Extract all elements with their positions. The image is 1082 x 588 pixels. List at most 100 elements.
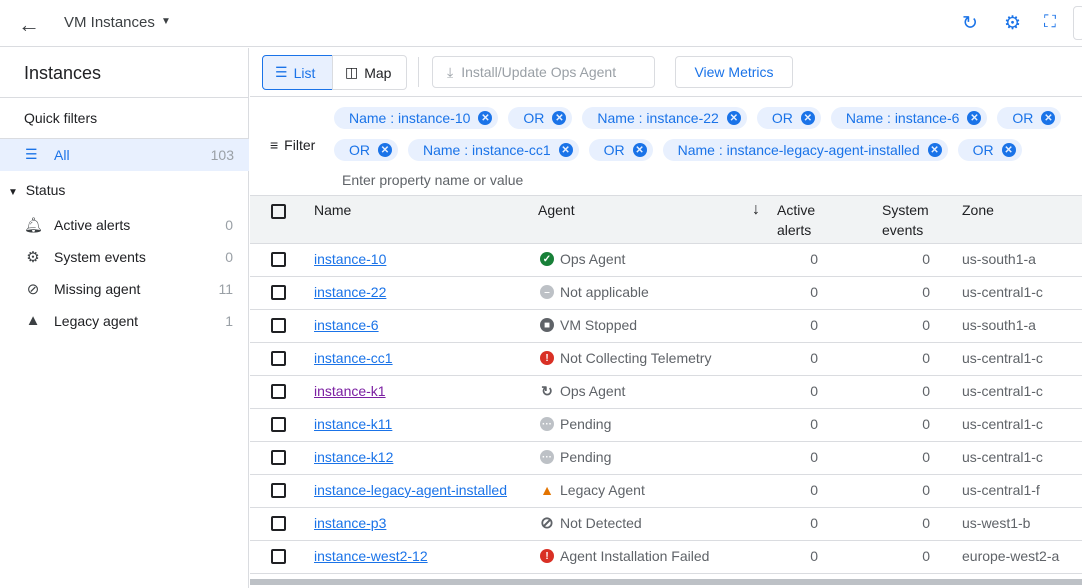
row-checkbox[interactable]: [271, 252, 286, 267]
row-checkbox[interactable]: [271, 549, 286, 564]
remove-chip-icon[interactable]: ✕: [632, 143, 647, 157]
row-checkbox[interactable]: [271, 417, 286, 432]
filter-chip[interactable]: Name : instance-22 ✕: [582, 107, 747, 129]
column-agent[interactable]: Agent: [538, 202, 575, 218]
filter-chip[interactable]: OR ✕: [957, 139, 1022, 161]
gear-icon[interactable]: ⚙: [1004, 13, 1022, 34]
header-line: events: [882, 222, 924, 238]
sidebar-item-label: Legacy agent: [54, 313, 139, 329]
chip-label: Name : instance-cc1: [423, 142, 551, 158]
column-zone[interactable]: Zone: [962, 202, 994, 218]
page-title[interactable]: VM Instances: [64, 14, 155, 31]
remove-chip-icon[interactable]: ✕: [1001, 143, 1016, 157]
agent-label: Legacy Agent: [560, 482, 645, 498]
zone-cell: us-central1-c: [962, 449, 1043, 465]
instance-link[interactable]: instance-6: [314, 317, 379, 333]
filter-chip[interactable]: Name : instance-cc1 ✕: [408, 139, 579, 161]
filter-chip[interactable]: Name : instance-legacy-agent-installed ✕: [662, 139, 948, 161]
active-alerts-cell: 0: [810, 350, 818, 366]
instance-link[interactable]: instance-k12: [314, 449, 394, 465]
remove-chip-icon[interactable]: ✕: [1041, 111, 1056, 125]
agent-label: Agent Installation Failed: [560, 548, 710, 564]
sidebar-item-legacy-agent[interactable]: ▲ Legacy agent 1: [0, 308, 249, 336]
sidebar-item-label: Active alerts: [54, 217, 131, 233]
filter-chip[interactable]: OR ✕: [508, 107, 573, 129]
row-checkbox[interactable]: [271, 351, 286, 366]
column-system-events[interactable]: System events: [882, 200, 929, 240]
row-checkbox[interactable]: [271, 318, 286, 333]
system-events-cell: 0: [922, 350, 930, 366]
filter-chips-row: Name : instance-10 ✕ OR ✕ Name : instance-22…: [334, 107, 1082, 129]
filter-icon: ≡: [270, 137, 279, 153]
agent-status: ✓ Ops Agent: [540, 251, 625, 267]
list-view-button[interactable]: ☰ List: [262, 55, 333, 90]
filter-chip[interactable]: Name : instance-10 ✕: [334, 107, 499, 129]
sort-arrow-down-icon[interactable]: ↓: [752, 201, 760, 218]
fullscreen-icon[interactable]: ⛶: [1044, 12, 1056, 31]
system-events-cell: 0: [922, 449, 930, 465]
dropdown-caret-icon[interactable]: ▼: [161, 16, 171, 27]
status-section-toggle[interactable]: ▼ Status: [8, 182, 65, 198]
table-row: instance-10 ✓ Ops Agent 0 0 us-south1-a: [250, 244, 1082, 277]
instance-link[interactable]: instance-k11: [314, 416, 393, 432]
row-checkbox[interactable]: [271, 450, 286, 465]
bell-icon: 🔔︎: [24, 217, 44, 234]
remove-chip-icon[interactable]: ✕: [558, 143, 573, 157]
remove-chip-icon[interactable]: ✕: [726, 111, 741, 125]
table-row: instance-cc1 ! Not Collecting Telemetry 0…: [250, 343, 1082, 376]
remove-chip-icon[interactable]: ✕: [552, 111, 567, 125]
sidebar-item-active-alerts[interactable]: 🔔︎ Active alerts 0: [0, 212, 249, 240]
active-alerts-cell: 0: [810, 251, 818, 267]
select-all-checkbox[interactable]: [271, 204, 286, 219]
instance-link[interactable]: instance-p3: [314, 515, 387, 531]
row-checkbox[interactable]: [271, 384, 286, 399]
row-checkbox[interactable]: [271, 285, 286, 300]
filter-chip[interactable]: OR ✕: [997, 107, 1062, 129]
filter-chip[interactable]: OR ✕: [756, 107, 821, 129]
filter-chip[interactable]: Name : instance-6 ✕: [830, 107, 988, 129]
sidebar-item-count: 1: [225, 313, 233, 329]
agent-status: ··· Pending: [540, 416, 611, 432]
map-icon: ◫: [345, 64, 359, 80]
chip-label: OR: [349, 142, 370, 158]
main-panel: ☰ List ◫ Map ⤓ Install/Update Ops Agent Vie…: [250, 48, 1082, 588]
agent-status: ··· Pending: [540, 449, 611, 465]
row-checkbox[interactable]: [271, 483, 286, 498]
list-icon: ☰: [25, 146, 38, 162]
column-name[interactable]: Name: [314, 202, 352, 218]
active-alerts-cell: 0: [810, 482, 818, 498]
agent-status: ■ VM Stopped: [540, 317, 637, 333]
instance-link[interactable]: instance-k1: [314, 383, 386, 399]
chip-label: Name : instance-22: [597, 110, 719, 126]
instance-link[interactable]: instance-cc1: [314, 350, 393, 366]
view-metrics-button[interactable]: View Metrics: [675, 56, 793, 88]
sidebar-item-system-events[interactable]: ⚙ System events 0: [0, 244, 249, 272]
instance-link[interactable]: instance-west2-12: [314, 548, 428, 564]
remove-chip-icon[interactable]: ✕: [378, 143, 392, 157]
row-checkbox[interactable]: [271, 516, 286, 531]
reset-search-icon[interactable]: ↻: [962, 13, 978, 34]
sidebar-item-missing-agent[interactable]: ⊘ Missing agent 11: [0, 276, 249, 304]
instance-link[interactable]: instance-22: [314, 284, 387, 300]
instance-link[interactable]: instance-10: [314, 251, 387, 267]
remove-chip-icon[interactable]: ✕: [967, 111, 982, 125]
remove-chip-icon[interactable]: ✕: [800, 111, 815, 125]
sidebar-item-all[interactable]: ☰ All 103: [0, 138, 249, 171]
remove-chip-icon[interactable]: ✕: [478, 111, 493, 125]
filter-chip[interactable]: OR ✕: [588, 139, 653, 161]
active-alerts-cell: 0: [810, 449, 818, 465]
horizontal-scrollbar[interactable]: [250, 579, 1082, 585]
chip-label: Name : instance-6: [845, 110, 960, 126]
map-view-button[interactable]: ◫ Map: [332, 55, 407, 90]
table-row: instance-6 ■ VM Stopped 0 0 us-south1-a: [250, 310, 1082, 343]
sidebar-item-count: 0: [225, 249, 233, 265]
filter-input[interactable]: Enter property name or value: [342, 172, 524, 188]
column-active-alerts[interactable]: Active alerts: [777, 200, 815, 240]
check-circle-icon: ✓: [540, 252, 554, 266]
back-arrow-icon[interactable]: ←: [18, 12, 40, 37]
remove-chip-icon[interactable]: ✕: [927, 143, 942, 157]
agent-status: ▲ Legacy Agent: [540, 482, 645, 498]
instance-link[interactable]: instance-legacy-agent-installed: [314, 482, 507, 498]
install-ops-agent-button[interactable]: ⤓ Install/Update Ops Agent: [432, 56, 655, 88]
filter-chip[interactable]: OR ✕: [334, 139, 398, 161]
